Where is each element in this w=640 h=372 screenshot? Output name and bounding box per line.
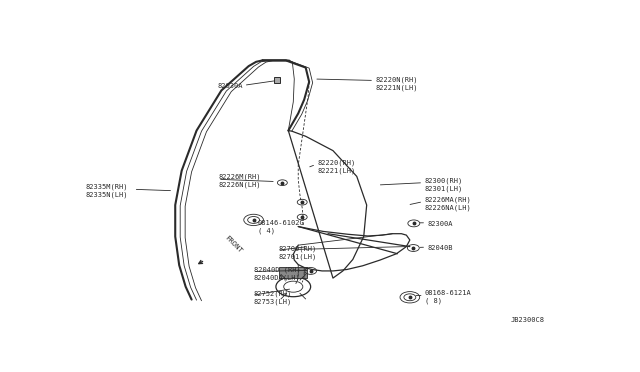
Text: 82226MA(RH)
82226NA(LH): 82226MA(RH) 82226NA(LH): [424, 196, 471, 211]
Text: 82700(RH)
82701(LH): 82700(RH) 82701(LH): [278, 245, 317, 260]
Text: 08146-6102G
( 4): 08146-6102G ( 4): [257, 219, 304, 234]
Text: 08168-6121A
( 8): 08168-6121A ( 8): [425, 290, 472, 304]
Text: 82300(RH)
82301(LH): 82300(RH) 82301(LH): [424, 178, 463, 192]
Text: 82226M(RH)
82226N(LH): 82226M(RH) 82226N(LH): [219, 173, 261, 188]
Text: 82752(RH)
82753(LH): 82752(RH) 82753(LH): [253, 290, 292, 305]
Text: JB2300C8: JB2300C8: [511, 317, 545, 323]
FancyBboxPatch shape: [280, 267, 307, 278]
Text: 82220(RH)
82221(LH): 82220(RH) 82221(LH): [317, 159, 355, 174]
Text: 82030A: 82030A: [217, 83, 243, 89]
Text: 82220N(RH)
82221N(LH): 82220N(RH) 82221N(LH): [375, 76, 418, 90]
Text: 82040D (RH)
82040DA(LH): 82040D (RH) 82040DA(LH): [253, 267, 300, 281]
Text: 82040B: 82040B: [428, 245, 452, 251]
Text: 82335M(RH)
82335N(LH): 82335M(RH) 82335N(LH): [86, 183, 129, 198]
Text: 82300A: 82300A: [428, 221, 452, 227]
Text: FRONT: FRONT: [224, 235, 244, 254]
